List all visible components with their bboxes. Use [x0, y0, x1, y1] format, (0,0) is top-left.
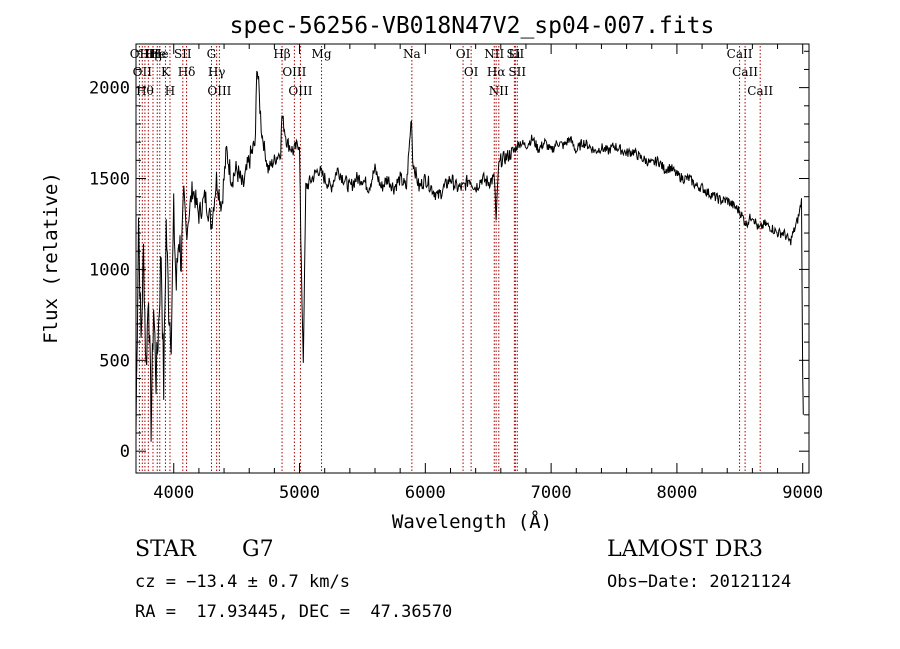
- spectral-line-label: NII: [489, 84, 509, 98]
- object-subclass: G7: [242, 537, 274, 562]
- x-tick-label: 6000: [405, 483, 446, 503]
- spectral-line-label: NII: [484, 47, 504, 61]
- spectral-line-label: K: [161, 65, 171, 79]
- spectral-line-label: Hθ: [136, 84, 154, 98]
- spectral-line-label: SII: [507, 47, 525, 61]
- x-tick-label: 9000: [782, 483, 823, 503]
- spectral-line-label: G: [207, 47, 217, 61]
- spectral-line-label: Hη: [144, 47, 162, 61]
- ra-dec-coordinates: RA = 17.93445, DEC = 47.36570: [135, 602, 453, 622]
- x-tick-label: 4000: [153, 483, 194, 503]
- spectral-line-label: He: [151, 47, 169, 61]
- spectral-line-label: Li: [508, 47, 520, 61]
- plot-frame: [135, 43, 810, 474]
- spectral-line-label: CaII: [727, 47, 753, 61]
- y-tick-label: 500: [99, 351, 130, 371]
- line-labels: OIIOIIHθHηHηHeHeKHSIIHδGHγOIIIHβOIIIOIII…: [130, 47, 774, 98]
- object-type: STAR: [135, 537, 196, 562]
- y-tick-label: 2000: [89, 79, 130, 99]
- spectral-line-label: H: [165, 84, 175, 98]
- plot-series: [135, 70, 804, 442]
- x-tick-label: 5000: [279, 483, 320, 503]
- spectral-line-label: He: [148, 47, 166, 61]
- spectrum-line: [135, 70, 804, 442]
- spectral-line-label: OIII: [282, 65, 306, 79]
- chart-title: spec-56256-VB018N47V2_sp04-007.fits: [230, 13, 715, 39]
- y-tick-label: 1000: [89, 260, 130, 280]
- y-tick-label: 0: [120, 442, 130, 462]
- y-tick-labels: 0 500 1000 1500 2000: [89, 79, 130, 463]
- spectral-line-label: Hγ: [208, 65, 226, 79]
- spectral-line-label: OIII: [207, 84, 231, 98]
- spectral-line-label: SII: [508, 65, 526, 79]
- spectral-line-label: OI: [456, 47, 471, 61]
- redshift-velocity: cz = −13.4 ± 0.7 km/s: [135, 572, 350, 592]
- y-axis-label: Flux (relative): [40, 172, 62, 344]
- spectral-line-label: OIII: [288, 84, 312, 98]
- x-tick-label: 7000: [531, 483, 572, 503]
- spectral-line-label: OI: [464, 65, 479, 79]
- spectral-line-label: OII: [130, 47, 150, 61]
- x-tick-labels: 4000 5000 6000 7000 8000 9000: [153, 483, 823, 503]
- spectral-line-label: Na: [403, 47, 421, 61]
- survey-name: LAMOST DR3: [607, 537, 763, 562]
- x-axis-label: Wavelength (Å): [392, 510, 552, 533]
- spectral-line-label: OII: [133, 65, 153, 79]
- spectral-line-label: Hη: [139, 47, 157, 61]
- line-markers: [138, 46, 761, 473]
- spectral-line-label: Mg: [312, 47, 332, 61]
- y-tick-label: 1500: [89, 170, 130, 190]
- axis-ticks: [136, 44, 809, 473]
- spectral-line-label: Hα: [487, 65, 506, 79]
- spectral-line-label: SII: [174, 47, 192, 61]
- spectral-line-label: CaII: [732, 65, 758, 79]
- observation-date: Obs−Date: 20121124: [607, 572, 792, 592]
- spectral-line-label: Hδ: [178, 65, 196, 79]
- spectral-line-label: CaII: [747, 84, 773, 98]
- spectral-line-label: Hβ: [273, 47, 290, 61]
- x-tick-label: 8000: [656, 483, 697, 503]
